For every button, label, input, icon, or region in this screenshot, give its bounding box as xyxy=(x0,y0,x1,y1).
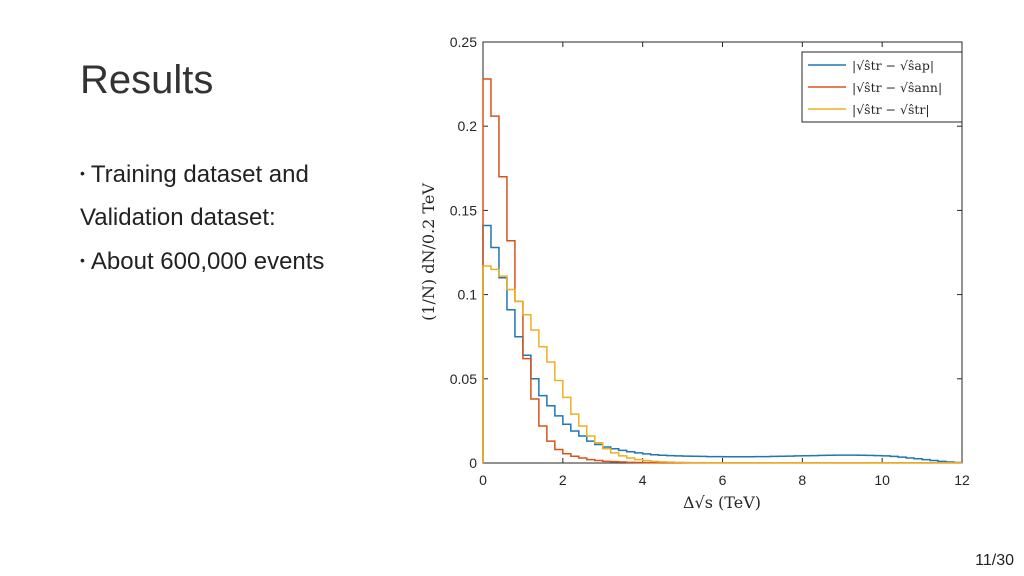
legend-label-ap: |√ŝtr − √ŝap| xyxy=(852,58,934,73)
series-group xyxy=(482,78,962,464)
x-tick-label: 0 xyxy=(479,472,487,488)
bullet-dot-icon: • xyxy=(80,252,85,268)
y-tick-label: 0.25 xyxy=(450,34,477,50)
axis-ticks-group: 0 2 4 6 8 10 12 0 0.05 0.1 0.15 0.2 0.25 xyxy=(450,34,970,488)
legend-label-tr: |√ŝtr − √ŝtr| xyxy=(852,102,930,117)
bullet-item: Validation dataset: xyxy=(80,196,324,239)
x-tick-label: 12 xyxy=(954,472,970,488)
y-tick-label: 0.05 xyxy=(450,371,477,387)
y-tick-label: 0.1 xyxy=(458,287,478,303)
bullet-item: • Training dataset and xyxy=(80,152,324,196)
bullet-text: Training dataset and xyxy=(90,161,309,188)
y-tick-label: 0.2 xyxy=(458,118,478,134)
y-tick-label: 0.15 xyxy=(450,202,477,218)
x-axis-label: Δ√s (TeV) xyxy=(683,493,761,512)
y-tick-label: 0 xyxy=(469,455,477,471)
bullet-dot-icon: • xyxy=(80,165,85,181)
bullet-text: About 600,000 events xyxy=(90,248,325,275)
x-tick-label: 4 xyxy=(639,472,647,488)
x-tick-label: 8 xyxy=(798,472,806,488)
slide-title: Results xyxy=(80,58,214,102)
x-tick-label: 2 xyxy=(559,472,567,488)
bullet-text: Validation dataset: xyxy=(80,204,276,231)
bullet-list: • Training dataset and Validation dataset… xyxy=(80,152,324,283)
histogram-chart: 0 2 4 6 8 10 12 0 0.05 0.1 0.15 0.2 0.25 |√ŝtr − √ŝa… xyxy=(419,34,970,512)
x-tick-label: 6 xyxy=(719,472,727,488)
series-line-tr xyxy=(482,265,962,464)
x-tick-label: 10 xyxy=(874,472,890,488)
bullet-item: • About 600,000 events xyxy=(80,239,324,283)
legend-label-ann: |√ŝtr − √ŝann| xyxy=(852,80,942,95)
legend: |√ŝtr − √ŝap| |√ŝtr − √ŝann| |√ŝtr − √ŝt… xyxy=(801,51,963,123)
y-axis-label: (1/N) dN/0.2 TeV xyxy=(419,183,438,321)
page-number: 11/30 xyxy=(975,552,1014,569)
series-line-ap xyxy=(482,224,962,464)
